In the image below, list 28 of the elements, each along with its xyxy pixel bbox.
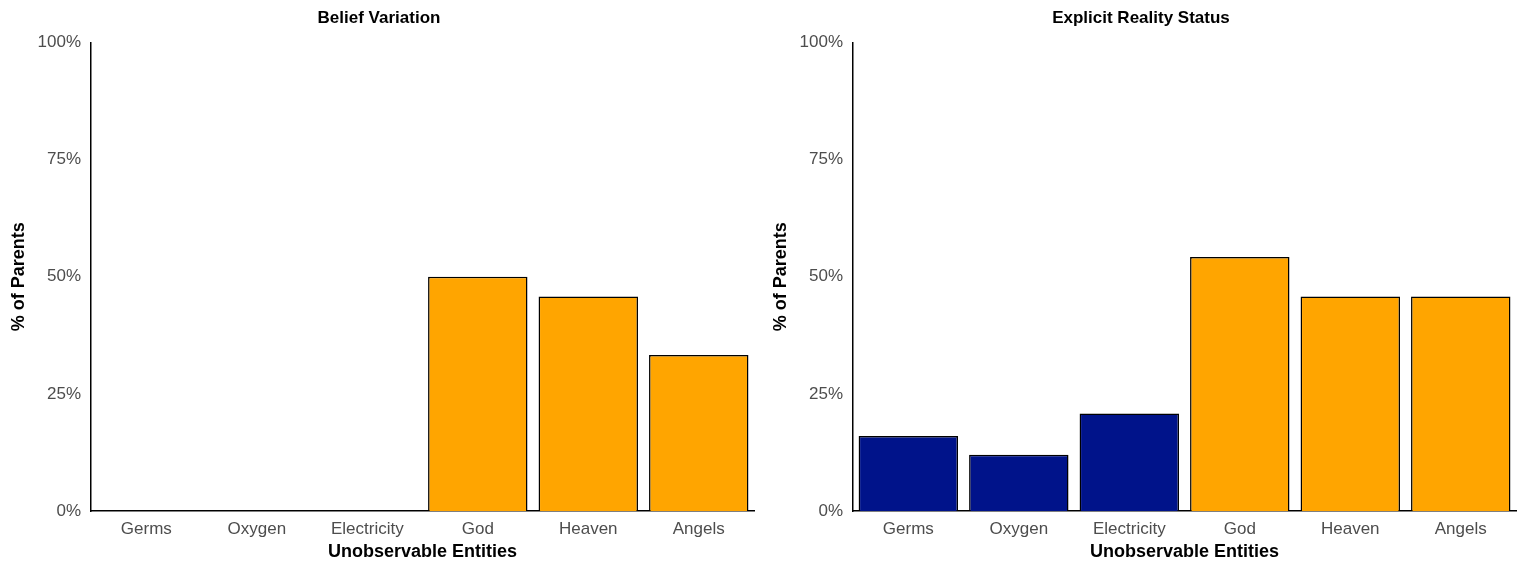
x-tick-label: Heaven <box>558 518 618 538</box>
y-tick-label: 100% <box>37 32 82 52</box>
x-tick-label: Germs <box>120 518 172 538</box>
y-tick-label: 25% <box>47 383 82 403</box>
y-tick-label: 100% <box>799 32 844 52</box>
y-tick-label: 25% <box>809 383 844 403</box>
y-tick-label: 50% <box>47 266 82 286</box>
y-axis-title: % of Parents <box>7 222 28 332</box>
x-tick-label: Oxygen <box>989 518 1049 538</box>
x-tick-label: Germs <box>882 518 934 538</box>
y-axis-title: % of Parents <box>769 222 790 332</box>
y-tick-label: 75% <box>47 149 82 169</box>
x-axis-title: Unobservable Entities <box>328 541 518 562</box>
y-tick-label: 50% <box>809 266 844 286</box>
x-tick-label: Oxygen <box>227 518 287 538</box>
chart-title: Explicit Reality Status <box>1052 7 1230 27</box>
y-tick-label: 0% <box>818 500 844 520</box>
x-tick-label: God <box>1223 518 1256 538</box>
y-tick-label: 0% <box>56 500 82 520</box>
chart-title: Belief Variation <box>317 7 441 27</box>
x-tick-label: Angels <box>1434 518 1487 538</box>
x-axis-title: Unobservable Entities <box>1090 541 1280 562</box>
y-tick-label: 75% <box>809 149 844 169</box>
x-tick-label: Electricity <box>330 518 405 538</box>
x-tick-label: God <box>461 518 494 538</box>
x-tick-label: Electricity <box>1092 518 1167 538</box>
x-tick-label: Heaven <box>1320 518 1380 538</box>
x-tick-label: Angels <box>672 518 725 538</box>
